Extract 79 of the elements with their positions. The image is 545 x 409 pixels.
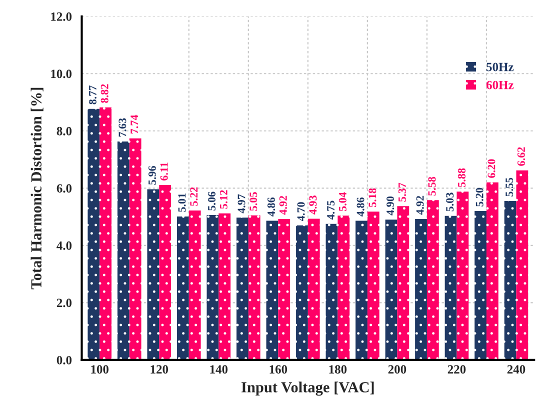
bar <box>385 220 398 360</box>
y-tick-label: 10.0 <box>51 70 72 78</box>
data-label: 5.22 <box>190 187 198 206</box>
data-label: 4.86 <box>356 197 364 216</box>
bar <box>444 216 457 360</box>
bar <box>326 224 338 360</box>
bar <box>176 216 189 360</box>
data-label: 5.18 <box>368 188 376 208</box>
data-label: 5.04 <box>338 192 346 212</box>
bar <box>218 213 231 360</box>
y-tick-label: 0.0 <box>56 356 72 364</box>
data-label: 5.03 <box>446 192 454 212</box>
bar <box>266 220 278 360</box>
x-axis-title: Input Voltage [VAC] <box>242 382 374 396</box>
data-label: 7.74 <box>130 114 138 134</box>
data-label: 6.20 <box>488 159 496 178</box>
x-tick-label: 180 <box>329 365 347 374</box>
data-label: 4.97 <box>238 194 246 214</box>
data-label: 5.05 <box>250 192 258 211</box>
bar <box>474 211 486 360</box>
bar <box>248 215 260 360</box>
data-label: 5.01 <box>178 193 186 212</box>
bar <box>356 220 368 360</box>
x-tick-label: 120 <box>150 365 168 374</box>
x-tick-label: 200 <box>388 365 406 374</box>
bar <box>100 107 112 360</box>
data-label: 5.20 <box>476 188 484 206</box>
bar <box>426 200 439 360</box>
bar <box>338 216 350 360</box>
y-axis-title: Total Harmonic Distortion [%] <box>30 88 44 290</box>
data-label: 8.77 <box>88 85 96 104</box>
data-label: 4.75 <box>327 200 335 220</box>
data-label: 4.90 <box>386 196 394 216</box>
data-label: 5.12 <box>220 190 228 209</box>
y-tick-label: 2.0 <box>56 298 72 308</box>
data-label: 5.06 <box>208 192 216 210</box>
bar <box>397 206 410 360</box>
bar <box>504 201 516 360</box>
bar <box>486 182 498 360</box>
legend-label: 60Hz <box>486 80 514 90</box>
bar <box>308 218 320 360</box>
bar <box>296 225 308 360</box>
data-label: 4.93 <box>309 196 317 214</box>
x-tick-label: 220 <box>448 365 466 374</box>
bar <box>367 212 380 360</box>
data-label: 8.82 <box>100 84 108 103</box>
x-tick-label: 100 <box>91 365 109 374</box>
data-label: 5.58 <box>428 176 436 196</box>
x-tick-label: 140 <box>210 365 228 374</box>
data-label: 4.70 <box>297 202 305 222</box>
data-label: 4.92 <box>279 196 287 215</box>
bar <box>516 170 528 360</box>
data-label: 5.88 <box>458 168 466 187</box>
data-label: 7.63 <box>118 118 126 137</box>
data-label: 5.96 <box>148 166 156 185</box>
data-label: 5.55 <box>506 178 514 196</box>
data-label: 4.92 <box>416 196 424 215</box>
data-label: 6.11 <box>160 162 168 180</box>
y-tick-label: 12.0 <box>51 12 72 21</box>
bar <box>278 219 290 360</box>
bar <box>117 141 130 360</box>
y-tick-label: 6.0 <box>56 184 72 193</box>
bar <box>415 219 427 360</box>
bar <box>456 192 469 360</box>
bar <box>129 138 142 360</box>
y-tick-label: 4.0 <box>56 241 72 250</box>
bar <box>188 210 201 360</box>
bar <box>206 215 219 360</box>
legend-label: 50Hz <box>486 62 514 72</box>
data-label: 6.62 <box>518 147 526 166</box>
bar <box>236 218 248 360</box>
y-tick-label: 8.0 <box>56 126 72 136</box>
bar <box>88 108 100 360</box>
bar <box>147 189 160 360</box>
bar <box>159 184 172 360</box>
x-tick-label: 160 <box>270 365 288 374</box>
data-label: 5.37 <box>398 182 406 202</box>
x-tick-label: 240 <box>507 365 526 374</box>
data-label: 4.86 <box>267 197 276 216</box>
